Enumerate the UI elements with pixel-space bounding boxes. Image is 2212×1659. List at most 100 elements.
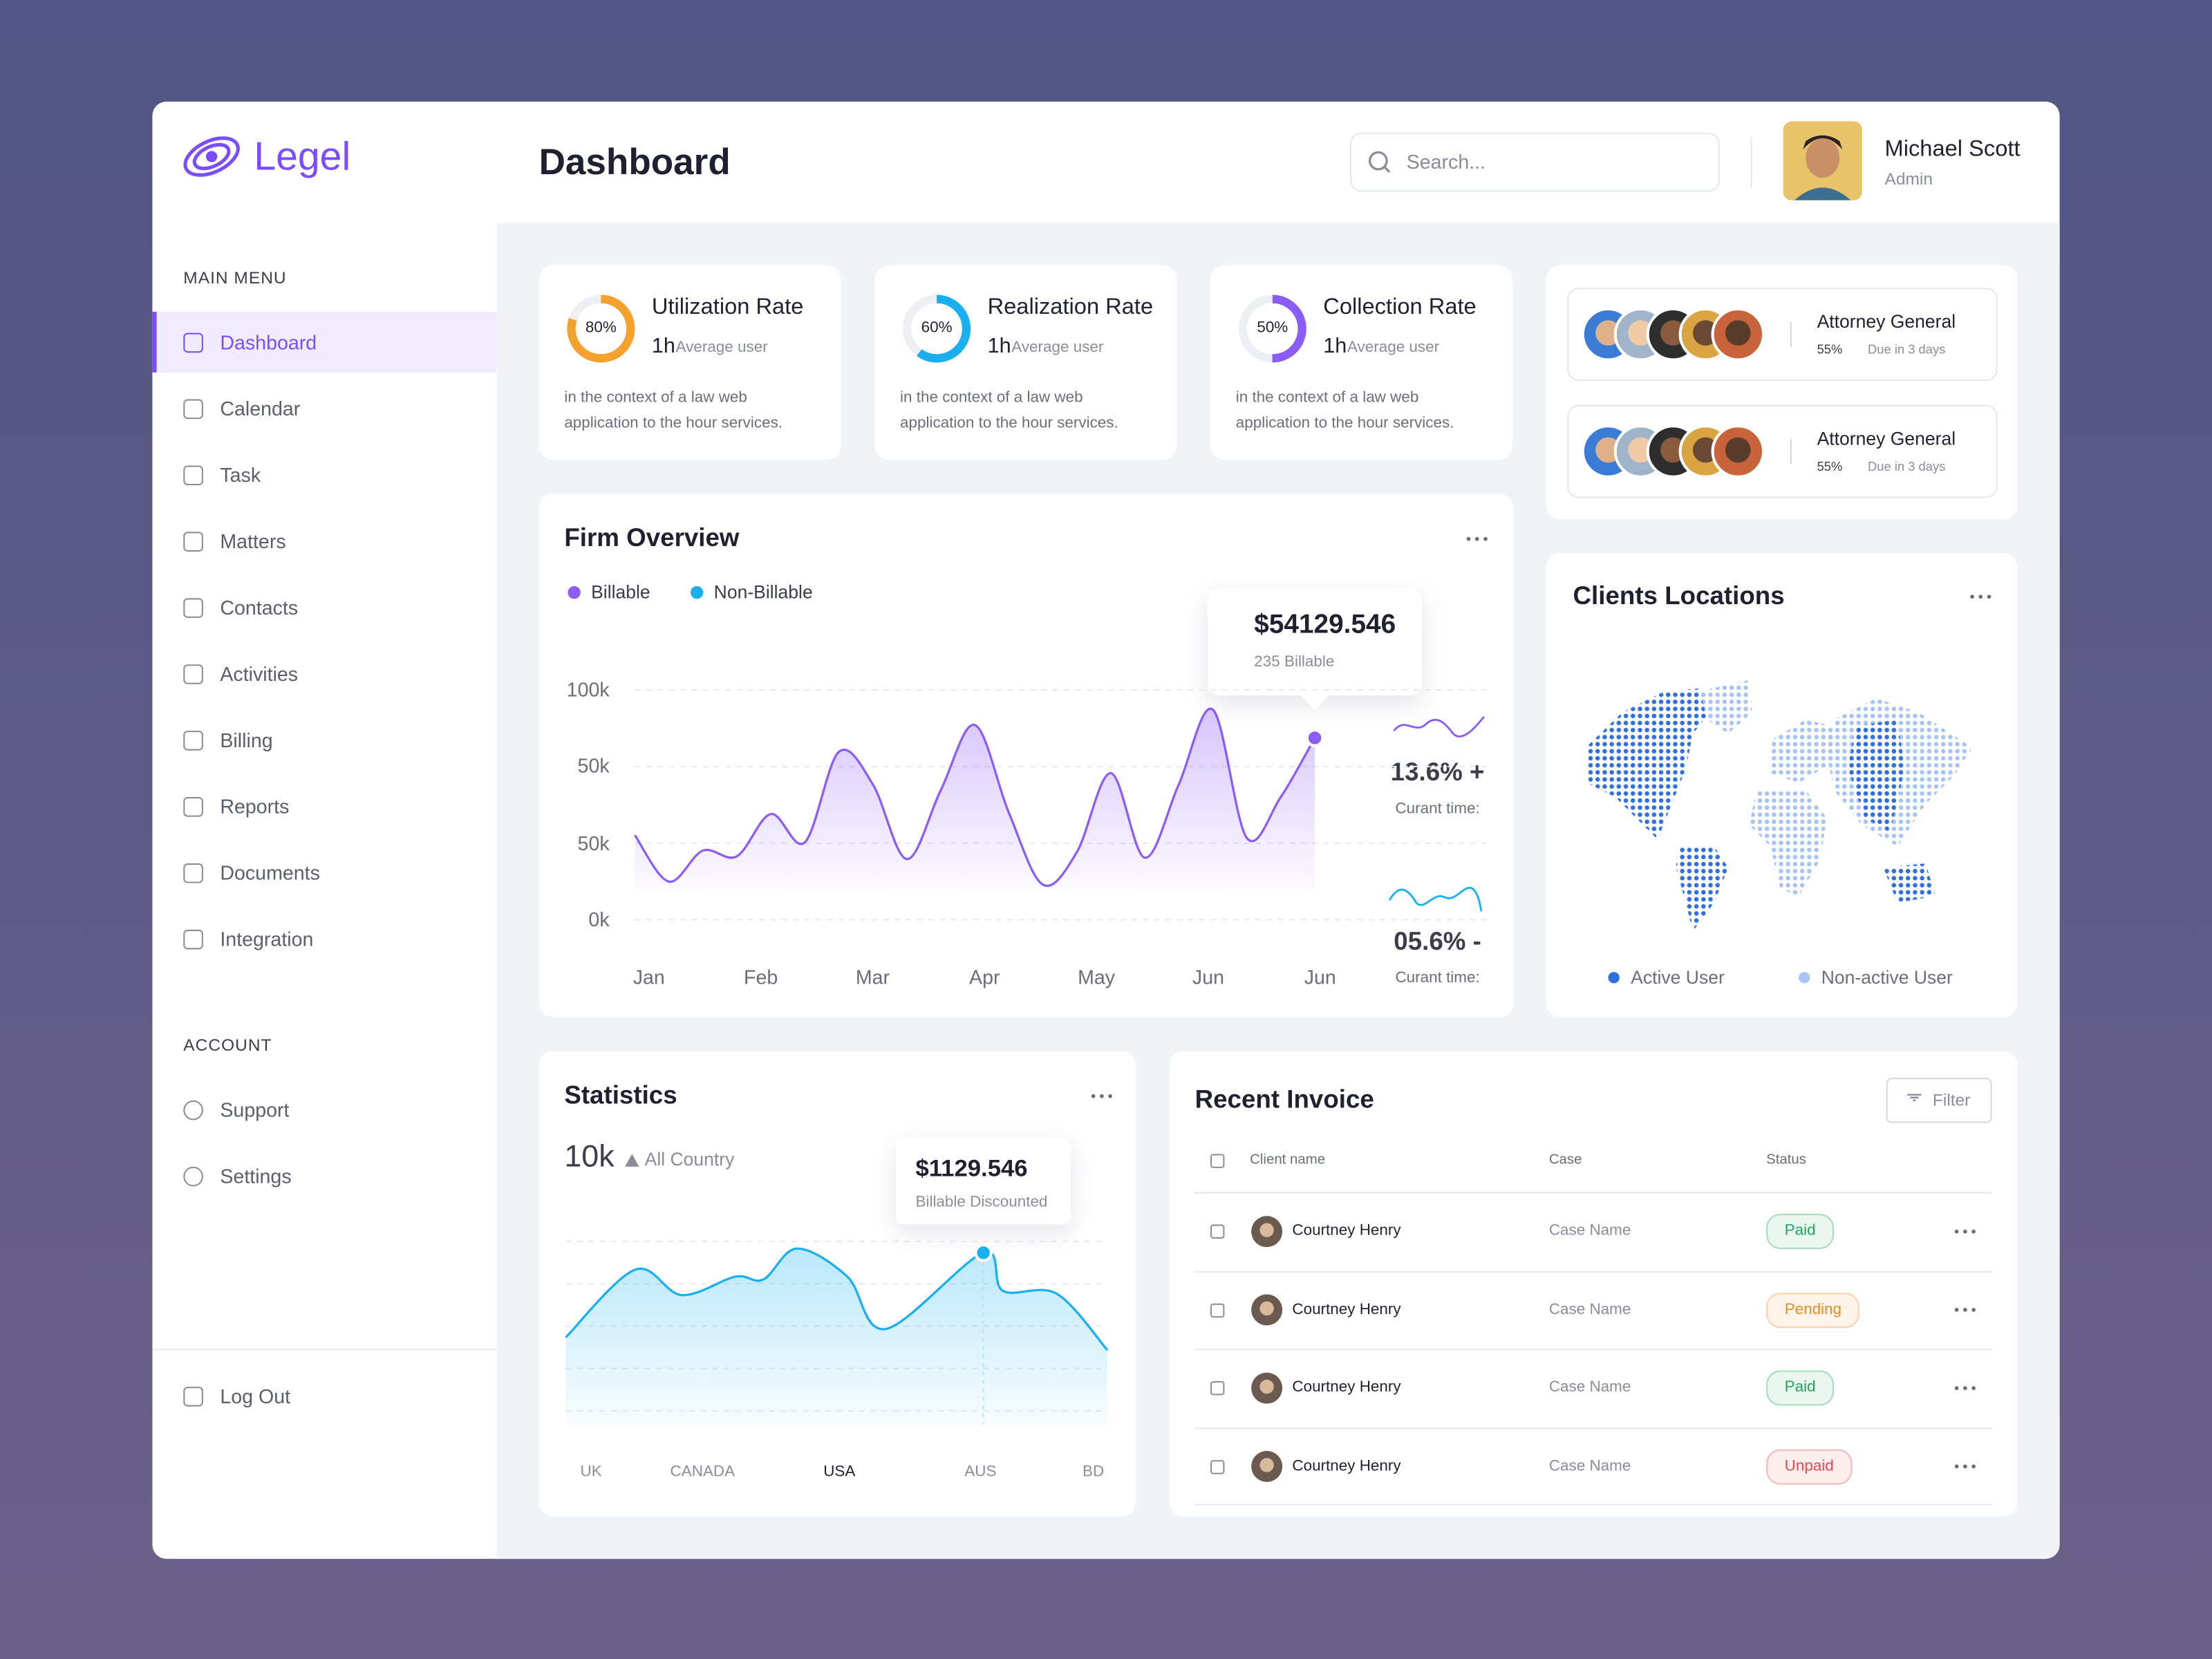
menu-icon (183, 598, 203, 618)
attorney-title: Attorney General (1817, 427, 1956, 449)
tooltip-note: Billable Discounted (915, 1194, 1048, 1211)
checkbox[interactable] (1210, 1302, 1225, 1318)
row-divider (1194, 1349, 1992, 1351)
row-divider (1194, 1427, 1992, 1429)
menu-section-title: MAIN MENU (183, 268, 287, 288)
rate-title: Collection Rate (1323, 295, 1477, 320)
menu-icon (183, 465, 203, 486)
rate-duration: 1h (1323, 334, 1347, 359)
case-name: Case Name (1548, 1456, 1631, 1474)
sidebar-divider (152, 1349, 497, 1351)
row-divider (1194, 1192, 1992, 1194)
user-role: Admin (1884, 169, 1933, 189)
search-box[interactable] (1350, 132, 1720, 192)
menu-item[interactable]: Activities (220, 662, 299, 686)
status-badge: Unpaid (1766, 1448, 1853, 1485)
status-badge: Pending (1766, 1292, 1860, 1328)
rate-duration: 1h (651, 334, 675, 359)
firm-overview-card (538, 494, 1514, 1018)
attorney-due: Due in 3 days (1868, 459, 1946, 474)
tooltip-note: 235 Billable (1254, 653, 1335, 671)
row-divider (1194, 1503, 1992, 1506)
column-header: Client name (1250, 1152, 1326, 1168)
case-name: Case Name (1548, 1300, 1631, 1318)
rate-description: in the context of a law web application … (900, 389, 1118, 432)
x-tick-label: AUS (964, 1463, 997, 1481)
checkbox[interactable] (1210, 1380, 1225, 1396)
legend-label: Billable (591, 581, 650, 603)
case-name: Case Name (1548, 1378, 1631, 1396)
x-tick-label: BD (1082, 1463, 1105, 1481)
checkbox[interactable] (1210, 1154, 1225, 1168)
menu-active-bg (152, 312, 497, 373)
card-title: Recent Invoice (1194, 1085, 1374, 1114)
filter-button[interactable] (1886, 1078, 1992, 1123)
rate-note: Average user (1347, 339, 1440, 357)
card-title: Statistics (564, 1080, 677, 1109)
attorney-divider (1790, 438, 1792, 465)
menu-icon (183, 532, 203, 552)
menu-active-bar (152, 312, 157, 373)
menu-icon (183, 399, 203, 420)
y-tick-label: 50k (577, 831, 610, 854)
clients-locations-card (1546, 553, 2018, 1018)
logout[interactable]: Log Out (220, 1385, 291, 1407)
logo-icon (183, 136, 240, 177)
x-tick-label: May (1078, 966, 1116, 988)
checkbox[interactable] (1210, 1224, 1225, 1239)
y-tick-label: 100k (566, 677, 610, 701)
x-tick-label: Apr (969, 966, 1000, 988)
menu-item[interactable]: Calendar (220, 397, 301, 420)
case-name: Case Name (1548, 1222, 1631, 1239)
rate-note: Average user (1011, 339, 1104, 357)
card-title: Clients Locations (1573, 581, 1785, 610)
menu-item[interactable]: Contacts (220, 596, 299, 619)
menu-item[interactable]: Task (220, 463, 261, 487)
rate-note: Average user (675, 339, 768, 357)
client-name: Courtney Henry (1292, 1456, 1401, 1474)
menu-icon (183, 731, 203, 751)
checkbox[interactable] (1210, 1459, 1225, 1474)
status-badge: Paid (1766, 1213, 1835, 1250)
row-divider (1194, 1270, 1992, 1272)
x-tick-label: Jan (632, 966, 665, 988)
x-tick-label: Jun (1192, 966, 1224, 988)
y-tick-label: 0k (588, 908, 610, 931)
trend-value: 05.6% - (1394, 927, 1481, 956)
menu-item[interactable]: Support (220, 1098, 290, 1121)
filter-label[interactable]: Filter (1932, 1090, 1971, 1110)
donut-label: 80% (585, 319, 617, 337)
menu-item[interactable]: Billing (220, 729, 273, 751)
menu-item[interactable]: Reports (220, 795, 290, 818)
menu-item[interactable]: Documents (220, 861, 320, 884)
donut-label: 60% (921, 319, 953, 337)
legend-label: Non-active User (1821, 966, 1953, 988)
tooltip (895, 1136, 1071, 1225)
menu-item[interactable]: Settings (220, 1164, 292, 1188)
search-icon (1369, 151, 1391, 174)
menu-icon (183, 1166, 203, 1187)
user-avatar (1783, 121, 1862, 200)
menu-item[interactable]: Integration (220, 928, 314, 950)
header-divider (1750, 136, 1752, 188)
menu-item[interactable]: Matters (220, 529, 286, 553)
attorney-percent: 55% (1817, 459, 1843, 474)
trend-note: Curant time: (1395, 800, 1480, 818)
menu-icon (183, 664, 203, 684)
x-tick-label: UK (580, 1463, 602, 1481)
menu-item[interactable]: Dashboard (220, 330, 317, 354)
client-name: Courtney Henry (1292, 1222, 1401, 1239)
x-tick-label: Feb (743, 966, 778, 988)
menu-icon (183, 1100, 203, 1121)
attorney-card (1567, 288, 1998, 382)
x-tick-label: USA (823, 1463, 856, 1481)
logo-text: Legel (254, 134, 351, 178)
y-tick-label: 50k (577, 754, 610, 778)
attorney-percent: 55% (1817, 342, 1843, 357)
status-badge: Paid (1766, 1370, 1835, 1406)
search-placeholder: Search... (1406, 150, 1486, 174)
trend-note: Curant time: (1395, 969, 1480, 987)
user-name: Michael Scott (1884, 137, 2021, 162)
